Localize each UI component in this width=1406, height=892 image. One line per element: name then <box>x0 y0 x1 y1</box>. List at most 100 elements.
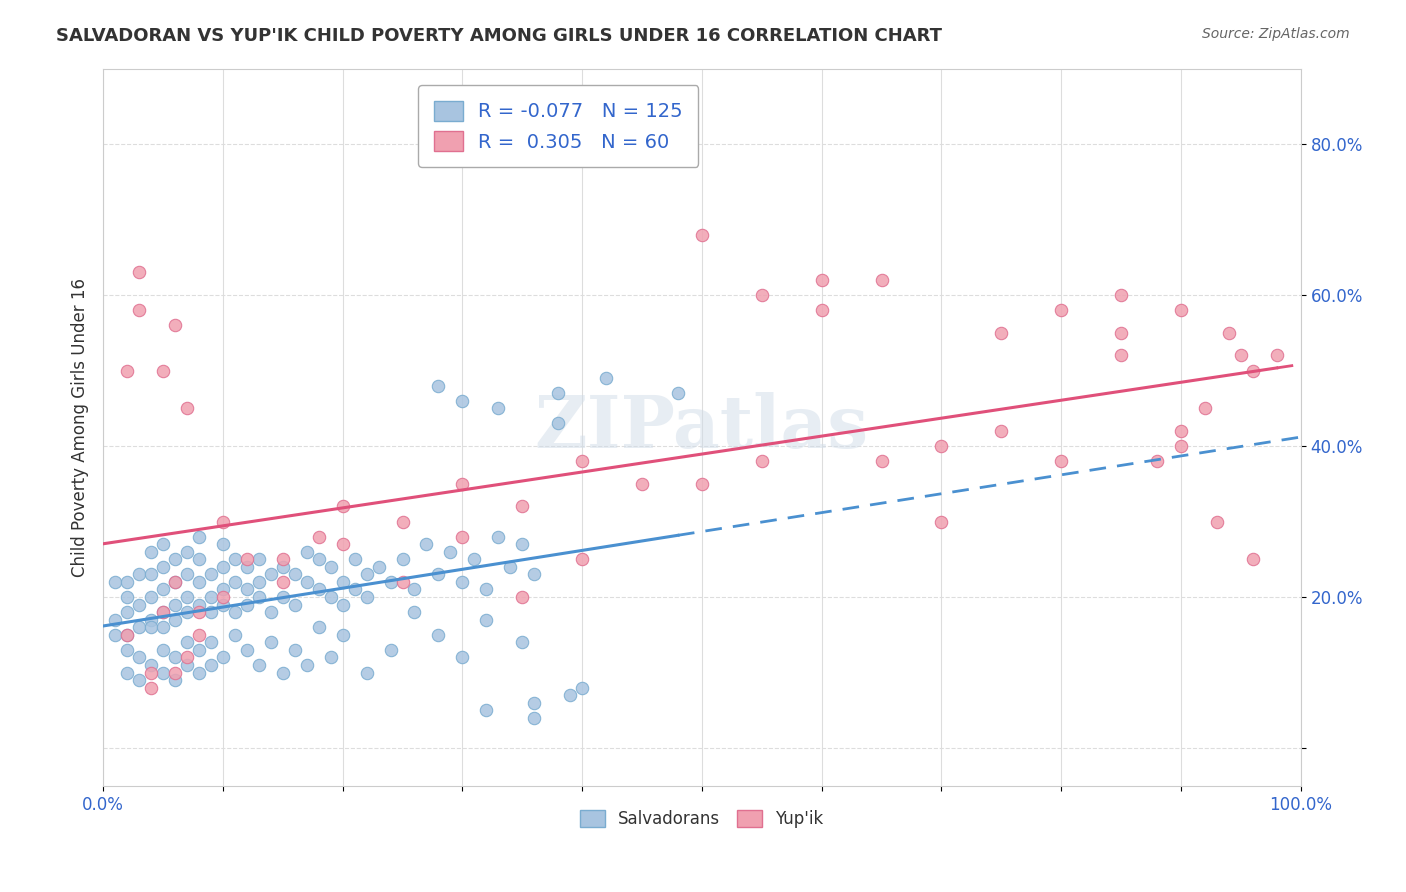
Point <box>115 628 138 642</box>
Point <box>332 628 354 642</box>
Point <box>139 545 162 559</box>
Point <box>128 265 150 279</box>
Point <box>810 303 832 318</box>
Point <box>380 574 402 589</box>
Point <box>260 635 283 649</box>
Point <box>308 530 330 544</box>
Point <box>332 500 354 514</box>
Point <box>115 643 138 657</box>
Point <box>200 567 222 582</box>
Point <box>187 530 209 544</box>
Point <box>247 574 270 589</box>
Point <box>666 386 689 401</box>
Point <box>128 598 150 612</box>
Point <box>176 401 198 416</box>
Point <box>224 574 246 589</box>
Point <box>152 582 174 597</box>
Point <box>631 476 654 491</box>
Point <box>475 613 498 627</box>
Point <box>404 605 426 619</box>
Point <box>128 567 150 582</box>
Point <box>163 650 186 665</box>
Point <box>475 582 498 597</box>
Point <box>163 574 186 589</box>
Point <box>391 515 413 529</box>
Point <box>163 552 186 566</box>
Point <box>427 378 450 392</box>
Point <box>1205 515 1227 529</box>
Point <box>319 650 342 665</box>
Point <box>391 574 413 589</box>
Point <box>200 635 222 649</box>
Point <box>163 665 186 680</box>
Point <box>163 613 186 627</box>
Point <box>499 559 522 574</box>
Point <box>176 657 198 672</box>
Point <box>427 567 450 582</box>
Point <box>295 545 318 559</box>
Point <box>212 590 235 604</box>
Point <box>870 454 893 468</box>
Point <box>1109 348 1132 362</box>
Point <box>1146 454 1168 468</box>
Point <box>931 515 953 529</box>
Point <box>271 574 294 589</box>
Point <box>560 688 582 702</box>
Point <box>176 650 198 665</box>
Point <box>236 582 259 597</box>
Point <box>152 620 174 634</box>
Point <box>1170 424 1192 438</box>
Point <box>187 574 209 589</box>
Point <box>284 567 307 582</box>
Point <box>176 545 198 559</box>
Point <box>810 273 832 287</box>
Point <box>115 628 138 642</box>
Point <box>523 567 546 582</box>
Point <box>271 559 294 574</box>
Point <box>176 605 198 619</box>
Text: SALVADORAN VS YUP'IK CHILD POVERTY AMONG GIRLS UNDER 16 CORRELATION CHART: SALVADORAN VS YUP'IK CHILD POVERTY AMONG… <box>56 27 942 45</box>
Point <box>139 665 162 680</box>
Point <box>284 598 307 612</box>
Point <box>451 530 474 544</box>
Point <box>571 552 593 566</box>
Point <box>104 574 127 589</box>
Point <box>187 665 209 680</box>
Point <box>1170 439 1192 453</box>
Point <box>486 401 509 416</box>
Point <box>247 552 270 566</box>
Point <box>1109 288 1132 302</box>
Point <box>139 590 162 604</box>
Point <box>284 643 307 657</box>
Point <box>439 545 461 559</box>
Point <box>404 582 426 597</box>
Point <box>751 288 773 302</box>
Point <box>260 605 283 619</box>
Point <box>128 650 150 665</box>
Point <box>212 559 235 574</box>
Point <box>139 620 162 634</box>
Point <box>187 628 209 642</box>
Point <box>224 552 246 566</box>
Point <box>163 574 186 589</box>
Point <box>1050 303 1073 318</box>
Point <box>990 326 1012 340</box>
Point <box>271 590 294 604</box>
Point <box>1050 454 1073 468</box>
Point <box>128 673 150 687</box>
Point <box>451 476 474 491</box>
Point <box>332 598 354 612</box>
Point <box>163 318 186 333</box>
Point <box>295 657 318 672</box>
Point <box>163 598 186 612</box>
Point <box>236 643 259 657</box>
Point <box>187 605 209 619</box>
Point <box>176 567 198 582</box>
Point <box>1229 348 1251 362</box>
Point <box>212 537 235 551</box>
Point <box>571 454 593 468</box>
Point <box>163 673 186 687</box>
Point <box>1241 552 1264 566</box>
Point <box>187 643 209 657</box>
Point <box>236 559 259 574</box>
